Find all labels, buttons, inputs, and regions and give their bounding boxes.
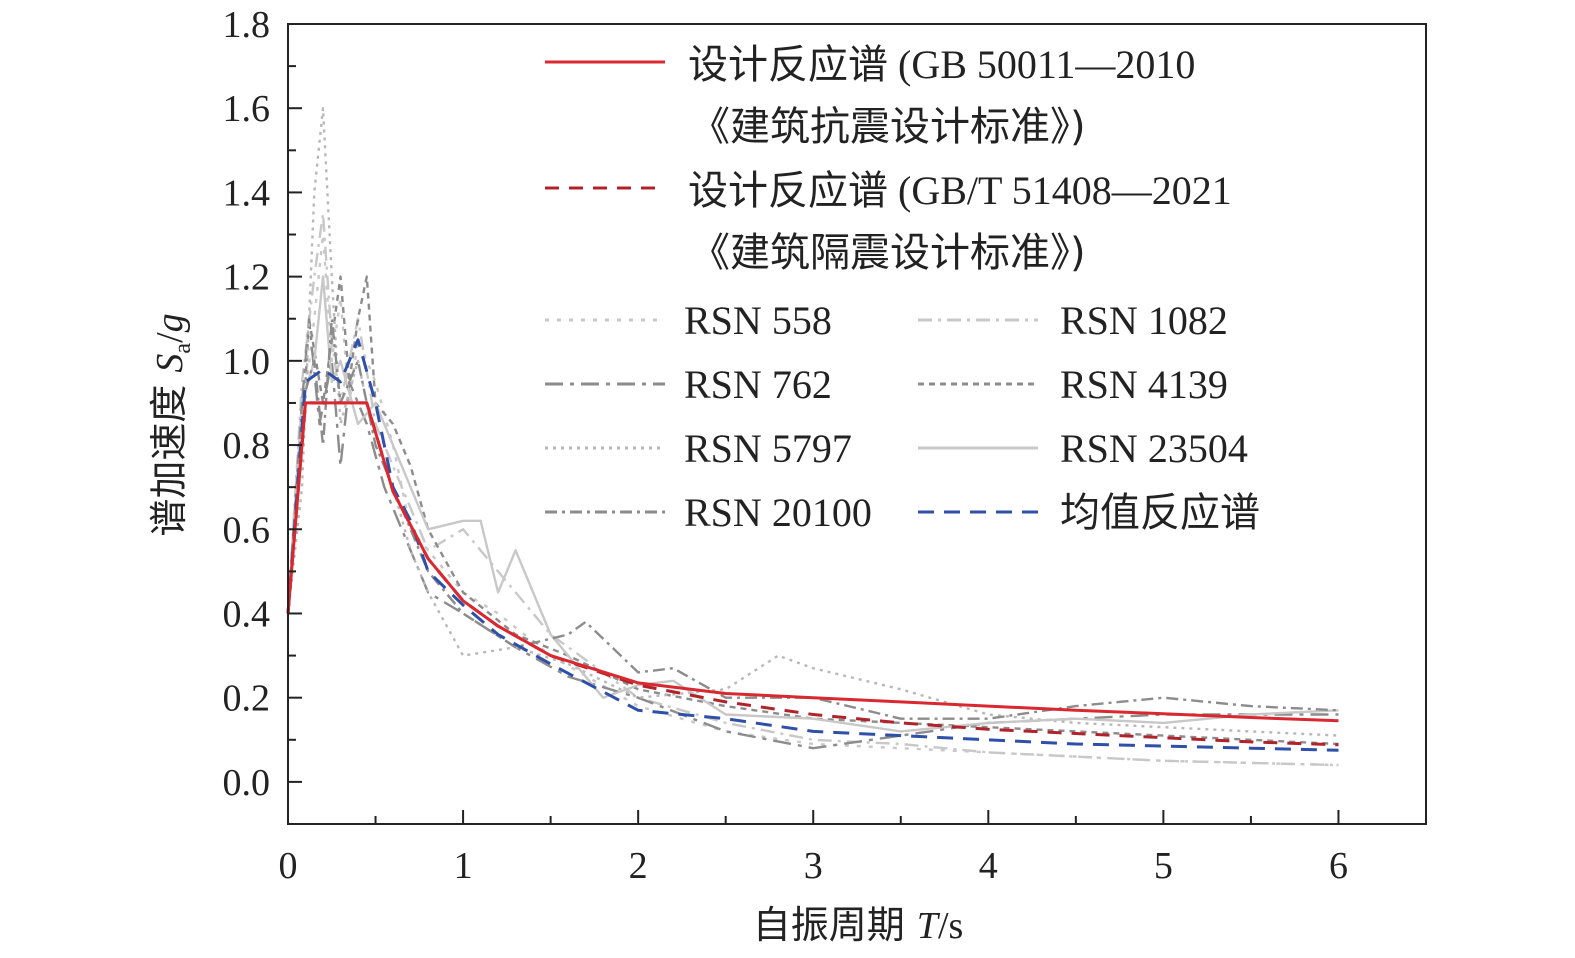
- legend-label-gb50011-title: 《建筑抗震设计标准》): [690, 104, 1086, 150]
- y-tick-label: 0.6: [223, 509, 271, 551]
- legend-label-gb51408: 设计反应谱 (GB/T 51408—2021: [688, 168, 1232, 214]
- plot-frame: [287, 23, 1427, 825]
- x-tick-label: 2: [629, 845, 648, 887]
- x-tick-label: 5: [1154, 845, 1173, 887]
- y-tick-label: 1.8: [223, 4, 271, 46]
- series-line-0: [286, 401, 1339, 723]
- x-tick-label: 0: [279, 845, 298, 887]
- legend-label-4: RSN 762: [684, 362, 832, 407]
- x-tick-label: 3: [804, 845, 823, 887]
- series-line-8: [286, 317, 1339, 720]
- series-layer: [286, 107, 1339, 767]
- y-tick-label: 1.2: [223, 257, 271, 299]
- y-tick-label: 1.6: [223, 88, 271, 130]
- x-tick-label: 4: [979, 845, 998, 887]
- legend: 设计反应谱 (GB 50011—2010 《建筑抗震设计标准》) 设计反应谱 (GB…: [545, 42, 1260, 536]
- x-tick-label: 6: [1329, 845, 1348, 887]
- x-tick-label: 1: [454, 845, 473, 887]
- y-tick-label: 1.0: [223, 341, 271, 383]
- x-axis-title: 自振周期 T/s: [753, 903, 964, 947]
- legend-label-2: RSN 558: [684, 298, 832, 343]
- tick-layer: 0 1 2 3 4 5 6 0.0 0.2 0.4 0.6 0.8 1.0 1.2 1.4 1.6 1.8: [223, 4, 1348, 887]
- legend-label-gb51408-title: 《建筑隔震设计标准》): [690, 230, 1086, 276]
- y-tick-label: 0.2: [223, 678, 271, 720]
- y-tick-label: 0.4: [223, 593, 271, 635]
- series-line-3: [286, 212, 1339, 767]
- legend-label-6: RSN 5797: [684, 426, 852, 471]
- legend-label-8: RSN 20100: [684, 490, 872, 535]
- y-axis-title: 谱加速度 Sa/g: [147, 313, 196, 536]
- legend-label-gb50011: 设计反应谱 (GB 50011—2010: [688, 42, 1195, 88]
- y-tick-label: 1.4: [223, 172, 271, 214]
- series-line-5: [286, 275, 1339, 746]
- legend-label-7: RSN 23504: [1060, 426, 1248, 471]
- legend-label-3: RSN 1082: [1060, 298, 1228, 343]
- legend-label-5: RSN 4139: [1060, 362, 1228, 407]
- legend-label-9: 均值反应谱: [1060, 490, 1260, 536]
- series-line-9: [286, 338, 1339, 752]
- y-tick-label: 0.0: [223, 762, 271, 804]
- series-line-1: [286, 401, 1339, 747]
- y-tick-label: 0.8: [223, 425, 271, 467]
